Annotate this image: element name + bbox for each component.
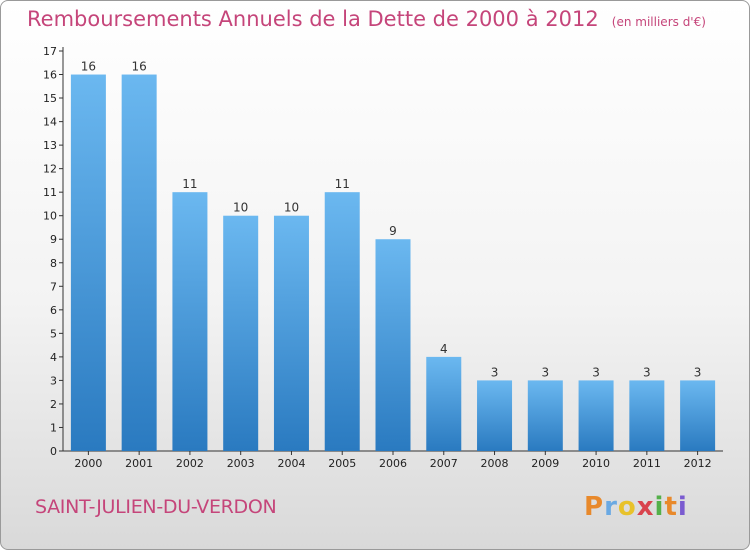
bar-2000: [70, 74, 106, 451]
bar-2002: [172, 192, 208, 452]
logo-letter: x: [636, 492, 655, 522]
data-label: 3: [643, 365, 651, 379]
data-label: 10: [233, 201, 248, 215]
y-tick-label: 14: [43, 116, 57, 129]
x-tick-label: 2005: [328, 457, 356, 470]
x-tick-label: 2001: [125, 457, 153, 470]
y-tick-label: 5: [50, 327, 57, 340]
bar-2010: [578, 380, 614, 451]
y-tick-label: 12: [43, 163, 57, 176]
data-label: 9: [389, 224, 397, 238]
data-label: 4: [440, 342, 448, 356]
x-tick-label: 2006: [379, 457, 407, 470]
bar-2005: [324, 192, 360, 452]
x-tick-label: 2009: [531, 457, 559, 470]
y-tick-label: 8: [50, 257, 57, 270]
x-tick-label: 2011: [633, 457, 661, 470]
data-label: 11: [335, 177, 350, 191]
commune-name: SAINT-JULIEN-DU-VERDON: [35, 496, 277, 518]
proxiti-logo: Proxiti: [584, 492, 688, 522]
data-label: 16: [132, 60, 147, 74]
x-tick-label: 2007: [430, 457, 458, 470]
logo-letter: o: [617, 492, 637, 522]
logo-letter: P: [584, 492, 605, 522]
x-tick-label: 2004: [277, 457, 305, 470]
x-tick-label: 2008: [481, 457, 509, 470]
logo-letter: r: [604, 492, 618, 522]
data-label: 10: [284, 201, 299, 215]
bar-2007: [426, 356, 462, 451]
x-tick-label: 2003: [227, 457, 255, 470]
y-tick-label: 2: [50, 398, 57, 411]
bar-2004: [273, 215, 309, 451]
data-label: 3: [694, 365, 702, 379]
data-label: 3: [541, 365, 549, 379]
bar-2011: [629, 380, 665, 451]
bar-2012: [680, 380, 716, 451]
bar-2008: [477, 380, 513, 451]
logo-letter: i: [677, 492, 688, 522]
chart-title: Remboursements Annuels de la Dette de 20…: [27, 7, 706, 31]
y-tick-label: 7: [50, 280, 57, 293]
y-tick-label: 9: [50, 233, 57, 246]
x-tick-label: 2010: [582, 457, 610, 470]
logo-letter: i: [654, 492, 665, 522]
bars: [70, 74, 716, 452]
y-tick-label: 4: [50, 351, 57, 364]
y-tick-label: 3: [50, 374, 57, 387]
x-tick-label: 2002: [176, 457, 204, 470]
bar-2003: [223, 215, 259, 451]
y-tick-label: 17: [43, 45, 57, 58]
y-tick-label: 6: [50, 304, 57, 317]
title-main: Remboursements Annuels de la Dette de 20…: [27, 7, 599, 31]
logo-letter: t: [664, 492, 678, 522]
x-tick-label: 2000: [74, 457, 102, 470]
y-tick-label: 0: [50, 445, 57, 458]
data-label: 16: [81, 60, 96, 74]
labels: 2000 16 2001 16 2002 11 2003 10 2004 10 2005 11 2006…: [74, 60, 711, 470]
y-tick-label: 15: [43, 92, 57, 105]
y-tick-label: 13: [43, 139, 57, 152]
data-label: 3: [491, 365, 499, 379]
y-tick-label: 11: [43, 186, 57, 199]
bar-2006: [375, 239, 411, 451]
data-label: 11: [182, 177, 197, 191]
y-tick-label: 1: [50, 421, 57, 434]
bar-2009: [527, 380, 563, 451]
y-tick-label: 16: [43, 69, 57, 82]
title-unit: (en milliers d'€): [611, 15, 706, 29]
bar-2001: [121, 74, 157, 451]
y-tick-label: 10: [43, 210, 57, 223]
data-label: 3: [592, 365, 600, 379]
x-tick-label: 2012: [684, 457, 712, 470]
